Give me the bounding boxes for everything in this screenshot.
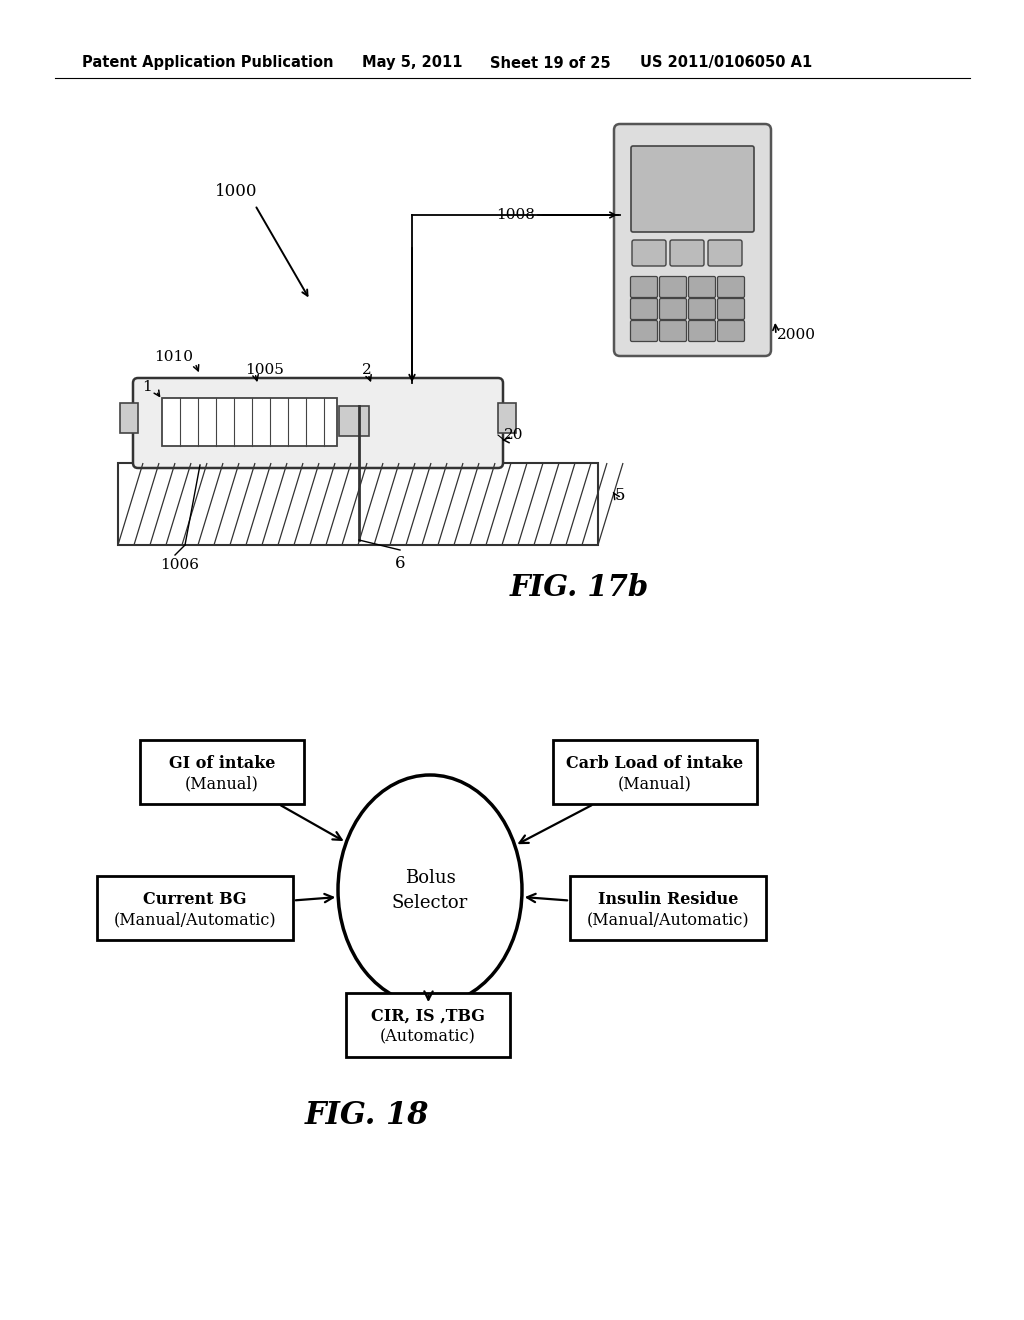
- FancyBboxPatch shape: [133, 378, 503, 469]
- FancyBboxPatch shape: [670, 240, 705, 267]
- Text: Bolus: Bolus: [404, 869, 456, 887]
- FancyBboxPatch shape: [346, 993, 510, 1057]
- Bar: [120, 403, 138, 433]
- FancyBboxPatch shape: [688, 298, 716, 319]
- FancyBboxPatch shape: [631, 147, 754, 232]
- Text: 1006: 1006: [160, 558, 199, 572]
- Text: (Manual/Automatic): (Manual/Automatic): [114, 912, 276, 928]
- Text: 2: 2: [362, 363, 372, 378]
- FancyBboxPatch shape: [659, 321, 686, 342]
- Text: Sheet 19 of 25: Sheet 19 of 25: [490, 55, 610, 70]
- FancyBboxPatch shape: [718, 321, 744, 342]
- Text: Carb Load of intake: Carb Load of intake: [566, 755, 743, 771]
- FancyBboxPatch shape: [659, 276, 686, 297]
- Text: (Automatic): (Automatic): [380, 1028, 476, 1045]
- Bar: [498, 403, 516, 433]
- FancyBboxPatch shape: [632, 240, 666, 267]
- Bar: [162, 399, 337, 446]
- Text: Insulin Residue: Insulin Residue: [598, 891, 738, 908]
- FancyBboxPatch shape: [631, 298, 657, 319]
- Text: (Manual): (Manual): [618, 776, 692, 792]
- Text: 20: 20: [504, 428, 523, 442]
- FancyBboxPatch shape: [718, 298, 744, 319]
- Text: CIR, IS ,TBG: CIR, IS ,TBG: [371, 1007, 485, 1024]
- Text: Current BG: Current BG: [143, 891, 247, 908]
- Text: GI of intake: GI of intake: [169, 755, 275, 771]
- FancyBboxPatch shape: [708, 240, 742, 267]
- FancyBboxPatch shape: [631, 276, 657, 297]
- FancyBboxPatch shape: [718, 276, 744, 297]
- FancyBboxPatch shape: [688, 321, 716, 342]
- Text: 1000: 1000: [215, 183, 257, 201]
- Text: 2000: 2000: [777, 327, 816, 342]
- Text: Patent Application Publication: Patent Application Publication: [82, 55, 334, 70]
- Text: 5: 5: [615, 487, 626, 503]
- Ellipse shape: [338, 775, 522, 1005]
- FancyBboxPatch shape: [140, 741, 304, 804]
- Text: US 2011/0106050 A1: US 2011/0106050 A1: [640, 55, 812, 70]
- Text: FIG. 18: FIG. 18: [305, 1100, 429, 1130]
- Text: 1008: 1008: [496, 209, 535, 222]
- Text: Selector: Selector: [392, 894, 468, 912]
- Text: May 5, 2011: May 5, 2011: [362, 55, 463, 70]
- Text: 6: 6: [394, 554, 406, 572]
- Bar: [118, 463, 598, 545]
- Text: 1005: 1005: [245, 363, 284, 378]
- FancyBboxPatch shape: [631, 321, 657, 342]
- FancyBboxPatch shape: [688, 276, 716, 297]
- FancyBboxPatch shape: [570, 876, 766, 940]
- Text: (Manual/Automatic): (Manual/Automatic): [587, 912, 750, 928]
- Text: 1010: 1010: [154, 350, 193, 364]
- Text: (Manual): (Manual): [185, 776, 259, 792]
- FancyBboxPatch shape: [659, 298, 686, 319]
- FancyBboxPatch shape: [553, 741, 757, 804]
- Text: FIG. 17b: FIG. 17b: [510, 573, 649, 602]
- FancyBboxPatch shape: [614, 124, 771, 356]
- Bar: [339, 407, 369, 436]
- FancyBboxPatch shape: [97, 876, 293, 940]
- Text: 1: 1: [142, 380, 152, 393]
